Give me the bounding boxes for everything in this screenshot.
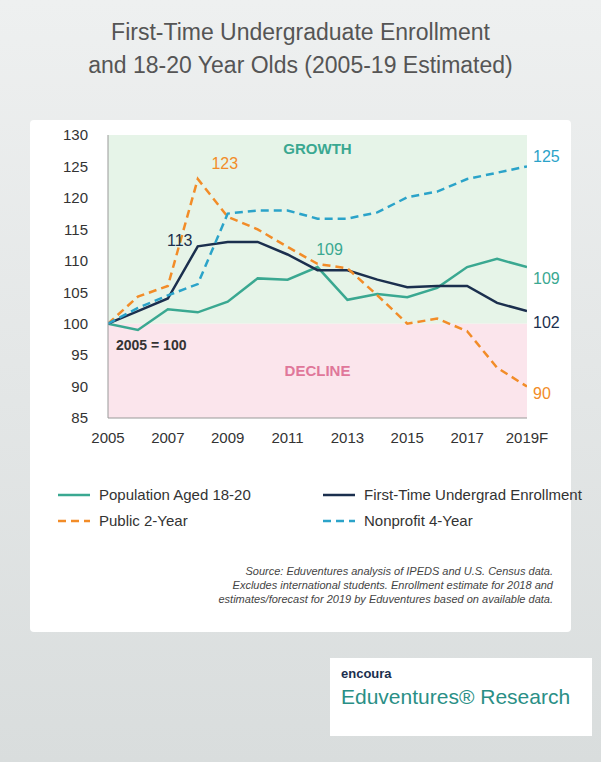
svg-text:120: 120 (63, 189, 88, 206)
html-text:2005 = 100: 2005 = 100 (116, 337, 187, 353)
html-text:Public 2-Year: Public 2-Year (99, 512, 188, 529)
svg-text:DECLINE: DECLINE (285, 362, 351, 379)
svg-text:113: 113 (167, 232, 193, 249)
svg-text:2015: 2015 (391, 429, 424, 446)
svg-text:2013: 2013 (331, 429, 364, 446)
html-text:First-Time Undergrad Enrollmen: First-Time Undergrad Enrollment (364, 486, 582, 503)
svg-text:90: 90 (71, 378, 88, 395)
html-text:encoura: encoura (341, 666, 392, 681)
html-text:Eduventures® Research: Eduventures® Research (341, 685, 571, 708)
html-text:First-Time Undergraduate Enrol: First-Time Undergraduate Enrollment and … (88, 19, 513, 78)
svg-text:2011: 2011 (271, 429, 303, 446)
svg-text:2019F: 2019F (506, 429, 549, 446)
svg-text:100: 100 (63, 315, 88, 332)
svg-text:109: 109 (316, 241, 343, 258)
svg-text:105: 105 (63, 284, 88, 301)
svg-text:125: 125 (533, 148, 560, 165)
svg-text:2007: 2007 (151, 429, 184, 446)
html-text:Nonprofit 4-Year: Nonprofit 4-Year (364, 512, 473, 529)
html-text:Population Aged 18-20: Population Aged 18-20 (99, 486, 251, 503)
svg-text:130: 130 (63, 126, 88, 143)
svg-text:GROWTH: GROWTH (283, 140, 351, 157)
svg-text:2005: 2005 (91, 429, 124, 446)
svg-text:125: 125 (63, 158, 88, 175)
svg-text:110: 110 (64, 252, 88, 269)
svg-text:2009: 2009 (211, 429, 244, 446)
svg-text:90: 90 (533, 385, 551, 402)
html-text:Source: Eduventures analysis o: Source: Eduventures analysis of IPEDS an… (218, 565, 553, 605)
svg-text:109: 109 (533, 270, 560, 287)
svg-text:2017: 2017 (450, 429, 483, 446)
svg-text:95: 95 (71, 346, 88, 363)
svg-text:102: 102 (533, 314, 560, 331)
svg-text:115: 115 (64, 221, 88, 238)
svg-text:85: 85 (71, 409, 88, 426)
svg-text:123: 123 (211, 155, 238, 172)
